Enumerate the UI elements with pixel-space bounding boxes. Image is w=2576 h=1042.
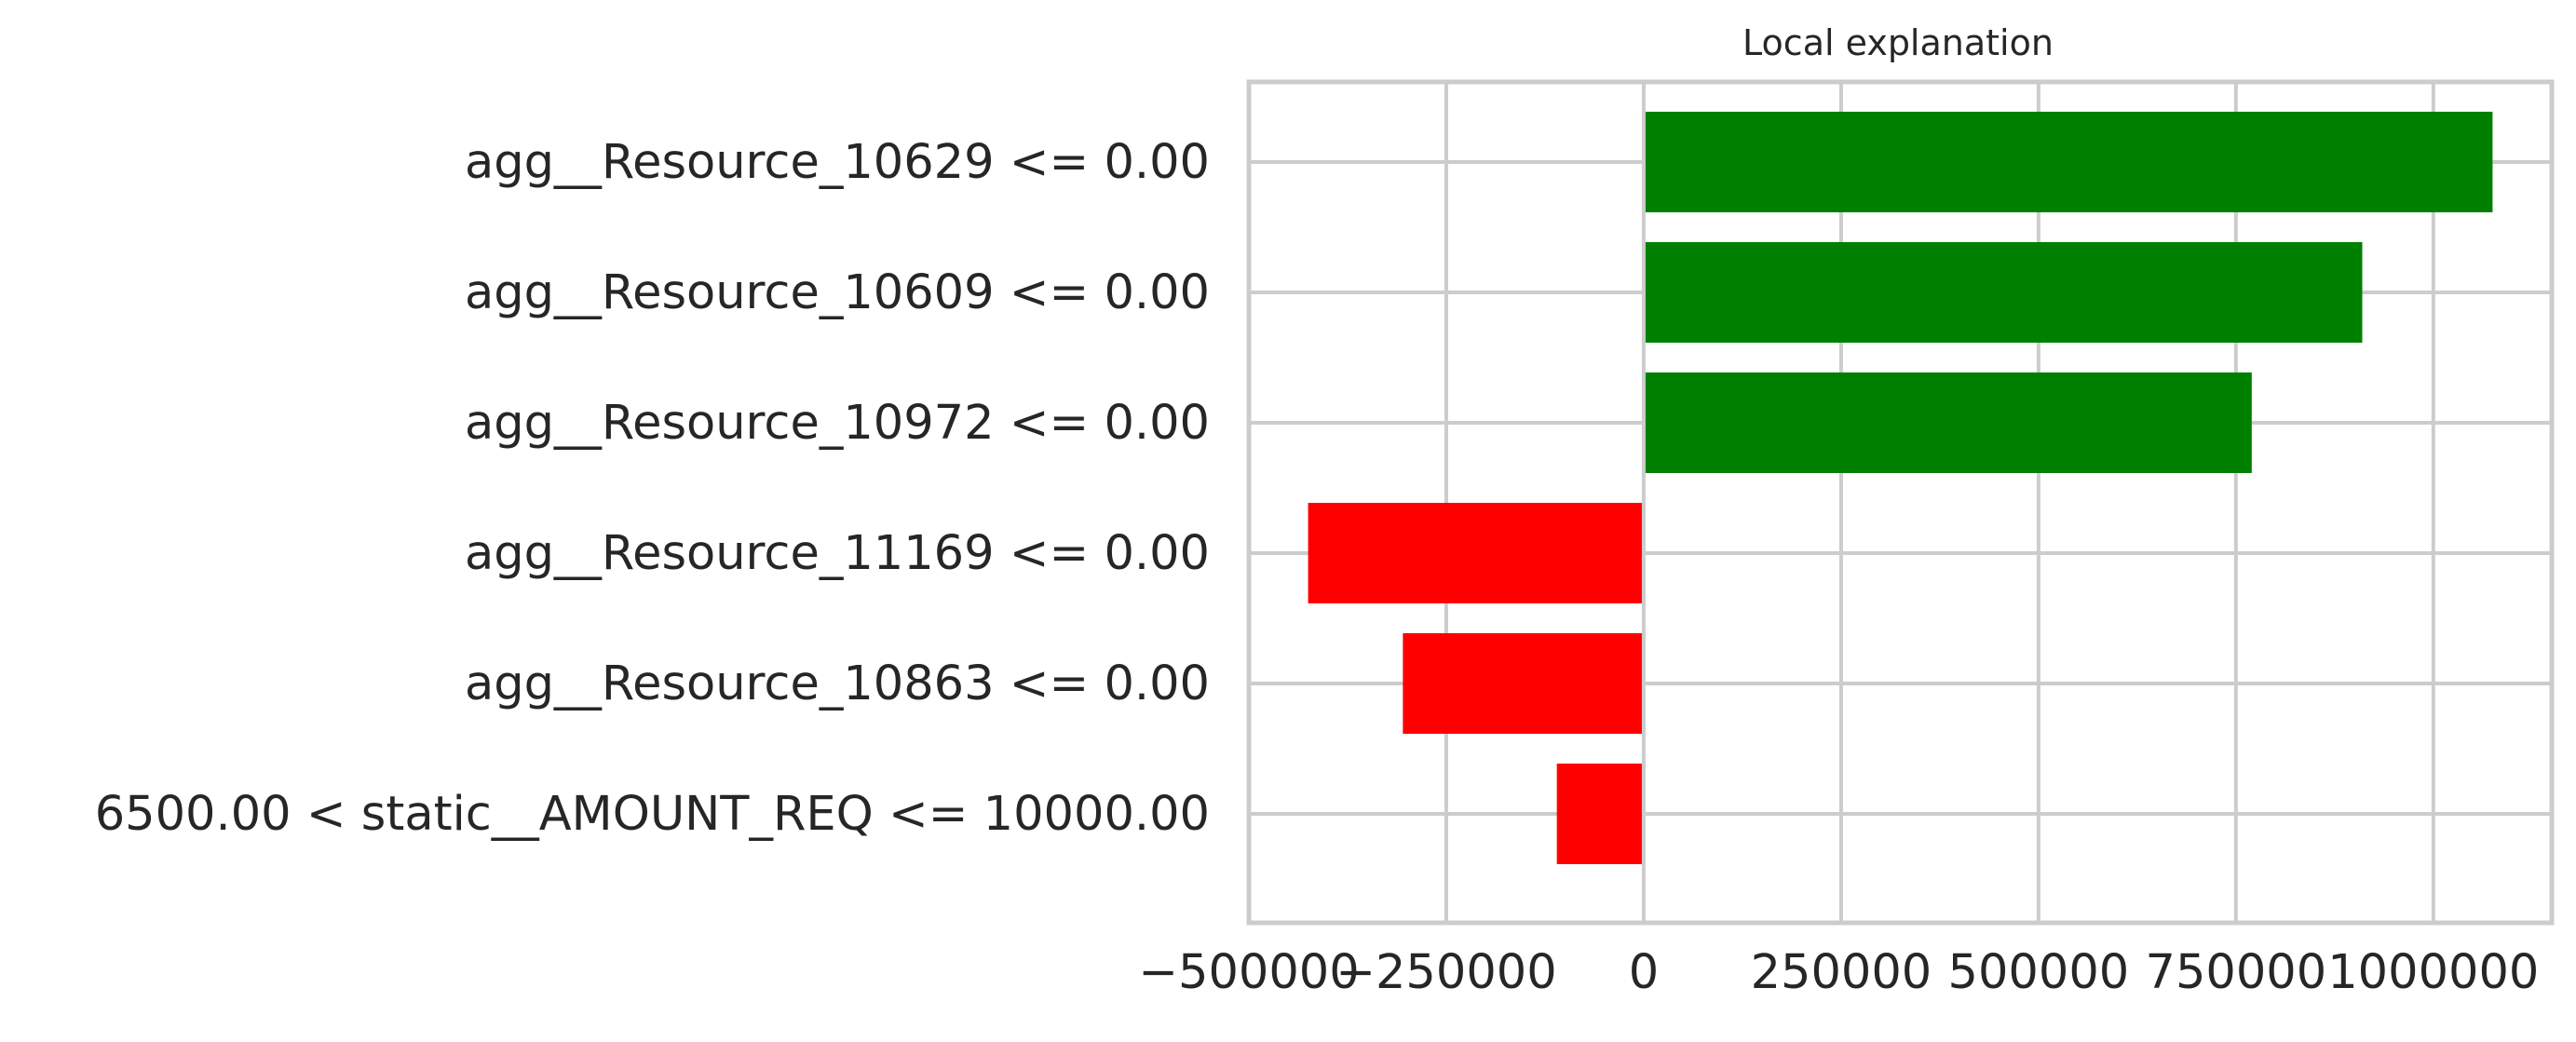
y-tick-label: agg__Resource_10863 <= 0.00 xyxy=(465,656,1210,711)
bar-3 xyxy=(1645,372,2252,473)
label-layer: agg__Resource_10629 <= 0.00 agg__Resource… xyxy=(95,135,2540,1000)
bar-5 xyxy=(1403,633,1642,734)
plot-frame xyxy=(1246,79,2555,926)
x-tick-label: 500000 xyxy=(1948,945,2130,1000)
y-tick-label: agg__Resource_10629 <= 0.00 xyxy=(465,135,1210,190)
bar-layer xyxy=(1308,112,2493,864)
x-tick-label: 250000 xyxy=(1751,945,1932,1000)
x-tick-label: 750000 xyxy=(2146,945,2327,1000)
bar-1 xyxy=(1645,112,2493,212)
bar-4 xyxy=(1308,503,1642,603)
x-tick-label: −250000 xyxy=(1335,945,1556,1000)
axes-layer xyxy=(1246,79,2555,926)
y-tick-label: agg__Resource_10972 <= 0.00 xyxy=(465,396,1210,451)
bar-6 xyxy=(1556,764,1642,864)
chart-title: Local explanation xyxy=(1742,22,2054,63)
y-tick-label: agg__Resource_11169 <= 0.00 xyxy=(465,526,1210,581)
x-tick-label: −500000 xyxy=(1138,945,1359,1000)
y-tick-label: 6500.00 < static__AMOUNT_REQ <= 10000.00 xyxy=(95,787,1210,842)
y-tick-label: agg__Resource_10609 <= 0.00 xyxy=(465,265,1210,320)
x-tick-label: 0 xyxy=(1629,945,1659,1000)
bar-2 xyxy=(1645,242,2363,343)
x-tick-label: 1000000 xyxy=(2327,945,2539,1000)
